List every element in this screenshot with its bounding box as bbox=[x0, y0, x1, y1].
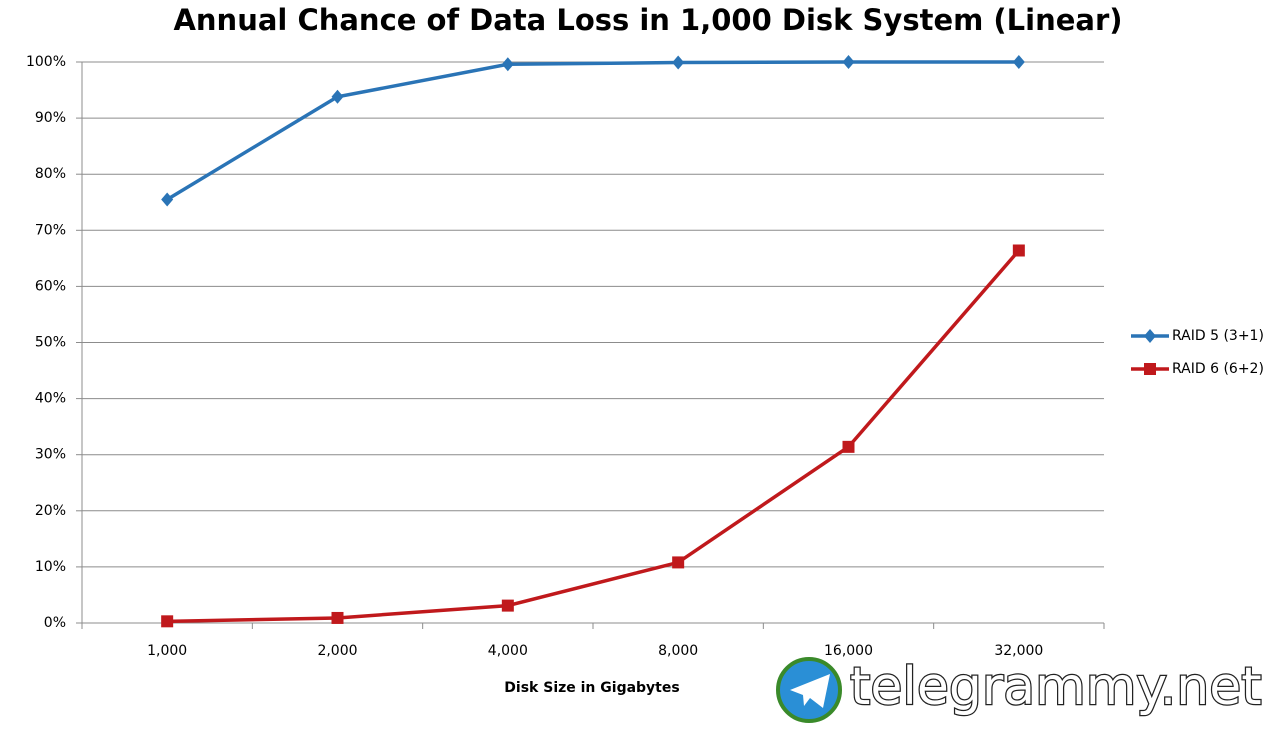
watermark-text: telegrammy.net bbox=[850, 657, 1262, 717]
y-tick-label: 30% bbox=[35, 447, 66, 463]
legend-label: RAID 6 (6+2) bbox=[1172, 361, 1264, 377]
y-tick-label: 70% bbox=[35, 222, 66, 238]
x-tick-label: 2,000 bbox=[317, 643, 357, 659]
x-tick-label: 4,000 bbox=[488, 643, 528, 659]
marker bbox=[1012, 244, 1025, 257]
legend-label: RAID 5 (3+1) bbox=[1172, 328, 1264, 344]
chart-title: Annual Chance of Data Loss in 1,000 Disk… bbox=[173, 3, 1122, 37]
marker bbox=[501, 599, 514, 612]
series-line bbox=[167, 249, 1021, 624]
marker bbox=[672, 55, 685, 70]
marker bbox=[331, 611, 344, 624]
x-tick-label: 16,000 bbox=[824, 643, 873, 659]
y-tick-label: 40% bbox=[35, 391, 66, 407]
marker bbox=[501, 57, 514, 72]
y-tick-label: 90% bbox=[35, 110, 66, 126]
y-tick-label: 50% bbox=[35, 335, 66, 351]
marker bbox=[842, 440, 855, 453]
watermark: telegrammy.net bbox=[776, 656, 1263, 723]
x-tick-label: 1,000 bbox=[147, 643, 187, 659]
y-tick-label: 0% bbox=[44, 615, 66, 631]
y-tick-label: 10% bbox=[35, 559, 66, 575]
marker bbox=[161, 192, 174, 207]
x-tick-label: 32,000 bbox=[994, 643, 1043, 659]
marker bbox=[1012, 55, 1025, 69]
watermark-plane bbox=[790, 674, 830, 708]
marker bbox=[161, 615, 174, 628]
y-tick-label: 100% bbox=[26, 54, 66, 70]
legend-marker bbox=[1144, 329, 1156, 343]
y-tick-label: 20% bbox=[35, 503, 66, 519]
series-line bbox=[166, 60, 1019, 201]
x-axis-label: Disk Size in Gigabytes bbox=[504, 680, 679, 696]
marker bbox=[331, 89, 344, 104]
marker bbox=[842, 55, 855, 69]
marker bbox=[672, 556, 685, 569]
legend-marker bbox=[1144, 363, 1156, 375]
y-tick-label: 80% bbox=[35, 166, 66, 182]
x-tick-label: 8,000 bbox=[658, 643, 698, 659]
y-tick-label: 60% bbox=[35, 278, 66, 294]
